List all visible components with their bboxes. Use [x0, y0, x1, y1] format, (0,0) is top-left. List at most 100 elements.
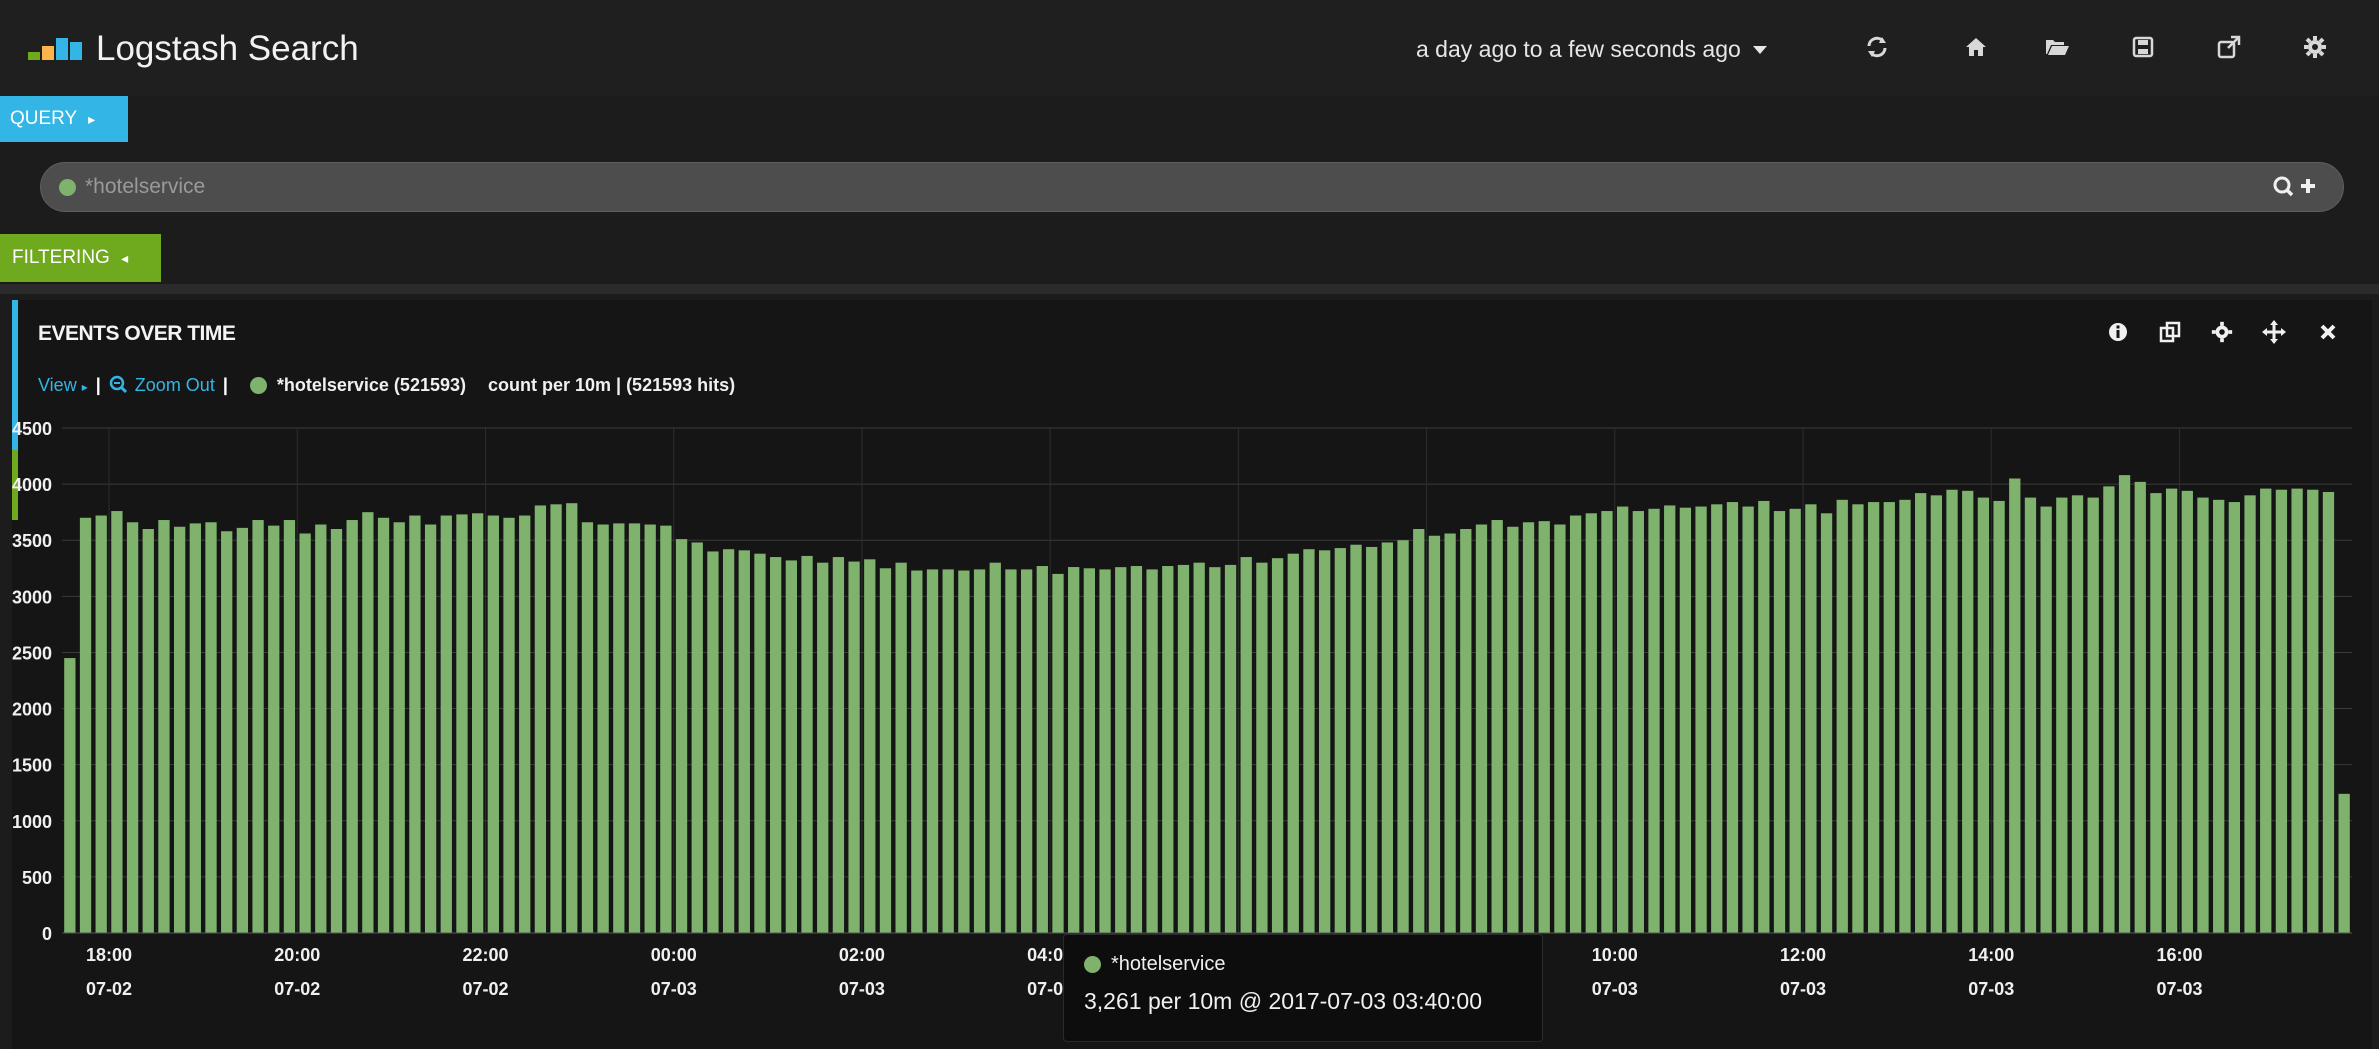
chart-bar[interactable]: [236, 527, 249, 933]
chart-bar[interactable]: [1538, 521, 1550, 933]
chart-bar[interactable]: [1820, 513, 1833, 933]
chart-bar[interactable]: [1318, 550, 1331, 933]
chart-bar[interactable]: [299, 533, 311, 933]
info-icon[interactable]: [2106, 320, 2130, 344]
chart-bar[interactable]: [864, 559, 876, 933]
chart-bar[interactable]: [487, 515, 499, 933]
chart-bar[interactable]: [2118, 475, 2131, 933]
chart-bar[interactable]: [2260, 488, 2272, 933]
chart-bar[interactable]: [330, 529, 343, 933]
zoom-out-link[interactable]: Zoom Out: [109, 375, 215, 396]
chart-bar[interactable]: [2024, 497, 2037, 933]
chart-bar[interactable]: [2040, 506, 2052, 933]
chart-bar[interactable]: [613, 523, 625, 933]
query-tab[interactable]: QUERY ▸: [0, 96, 128, 142]
events-histogram-chart[interactable]: 0 500 1000 1500 2000 2500 3000 3500 4000 4500 18:0…: [12, 300, 2372, 1049]
chart-bar[interactable]: [785, 560, 797, 933]
chart-bar[interactable]: [142, 529, 154, 933]
chart-bar[interactable]: [95, 515, 107, 933]
move-icon[interactable]: [2262, 320, 2286, 344]
chart-bar[interactable]: [581, 522, 594, 933]
chart-bar[interactable]: [79, 517, 92, 933]
chart-bar[interactable]: [958, 570, 970, 933]
home-icon[interactable]: [1963, 34, 1989, 60]
chart-bar[interactable]: [456, 514, 468, 933]
chart-bar[interactable]: [1381, 542, 1394, 933]
add-query-button[interactable]: [2271, 172, 2319, 209]
chart-bar[interactable]: [2165, 488, 2178, 933]
chart-bar[interactable]: [1805, 504, 1817, 933]
chart-bar[interactable]: [1648, 508, 1660, 933]
chart-bar[interactable]: [628, 523, 641, 933]
chart-bar[interactable]: [1695, 506, 1707, 933]
chart-bar[interactable]: [1962, 490, 1974, 933]
chart-bar[interactable]: [1617, 506, 1629, 933]
chart-bar[interactable]: [722, 549, 735, 933]
chart-bar[interactable]: [1083, 568, 1096, 933]
chart-bar[interactable]: [1444, 533, 1456, 933]
chart-bar[interactable]: [1177, 564, 1190, 933]
chart-bar[interactable]: [1507, 526, 1519, 933]
chart-bar[interactable]: [2307, 489, 2319, 933]
chart-bar[interactable]: [1664, 505, 1676, 933]
chart-bar[interactable]: [2197, 497, 2209, 933]
chart-bar[interactable]: [754, 553, 766, 933]
chart-bar[interactable]: [770, 557, 782, 933]
chart-bar[interactable]: [1130, 566, 1143, 933]
chart-bar[interactable]: [64, 658, 76, 933]
brand[interactable]: Logstash Search: [28, 26, 359, 72]
chart-bar[interactable]: [848, 561, 860, 933]
chart-bar[interactable]: [707, 551, 719, 933]
chart-bar[interactable]: [221, 531, 233, 933]
chart-bar[interactable]: [440, 515, 452, 933]
chart-bar[interactable]: [1930, 495, 1942, 933]
chart-bar[interactable]: [895, 562, 907, 933]
chart-bar[interactable]: [1632, 511, 1644, 933]
chart-bar[interactable]: [126, 522, 139, 933]
copy-icon[interactable]: [2158, 320, 2182, 344]
chart-bar[interactable]: [675, 539, 688, 933]
chart-bar[interactable]: [1726, 502, 1739, 933]
chart-bar[interactable]: [1993, 500, 2005, 933]
chart-bar[interactable]: [2322, 491, 2335, 933]
chart-bar[interactable]: [2134, 481, 2146, 933]
chart-bar[interactable]: [2228, 502, 2241, 933]
chart-bar[interactable]: [1836, 499, 1848, 933]
chart-bar[interactable]: [1271, 558, 1284, 933]
chart-bar[interactable]: [2244, 495, 2256, 933]
chart-bar[interactable]: [989, 562, 1001, 933]
chart-bar[interactable]: [1491, 520, 1503, 933]
chart-bar[interactable]: [1742, 506, 1754, 933]
chart-bar[interactable]: [1224, 564, 1237, 933]
chart-bar[interactable]: [1162, 566, 1174, 933]
chart-bar[interactable]: [252, 520, 264, 933]
chart-bar[interactable]: [1397, 540, 1409, 933]
chart-bar[interactable]: [1005, 569, 1017, 933]
chart-bar[interactable]: [173, 526, 186, 933]
chart-bar[interactable]: [283, 520, 296, 933]
folder-open-icon[interactable]: [2044, 34, 2070, 60]
chart-bar[interactable]: [1522, 522, 1535, 933]
chart-bar[interactable]: [1852, 504, 1864, 933]
chart-bar[interactable]: [1899, 499, 1911, 933]
chart-bar[interactable]: [911, 570, 923, 933]
chart-bar[interactable]: [2181, 490, 2193, 933]
chart-bar[interactable]: [1256, 562, 1268, 933]
chart-bar[interactable]: [1068, 567, 1080, 933]
chart-bar[interactable]: [1758, 500, 1770, 933]
chart-bar[interactable]: [424, 524, 437, 933]
chart-bar[interactable]: [268, 525, 280, 933]
chart-bar[interactable]: [2071, 495, 2084, 933]
chart-bar[interactable]: [1679, 507, 1692, 933]
chart-bar[interactable]: [1601, 511, 1613, 933]
chart-bar[interactable]: [926, 569, 939, 933]
chart-bar[interactable]: [1115, 567, 1127, 933]
chart-bar[interactable]: [550, 504, 562, 933]
chart-bar[interactable]: [973, 569, 986, 933]
chart-bar[interactable]: [1287, 553, 1299, 933]
chart-bar[interactable]: [2291, 488, 2303, 933]
chart-bar[interactable]: [1020, 569, 1033, 933]
chart-bar[interactable]: [205, 522, 217, 933]
query-color-dot[interactable]: [59, 179, 76, 196]
chart-bar[interactable]: [691, 542, 703, 933]
